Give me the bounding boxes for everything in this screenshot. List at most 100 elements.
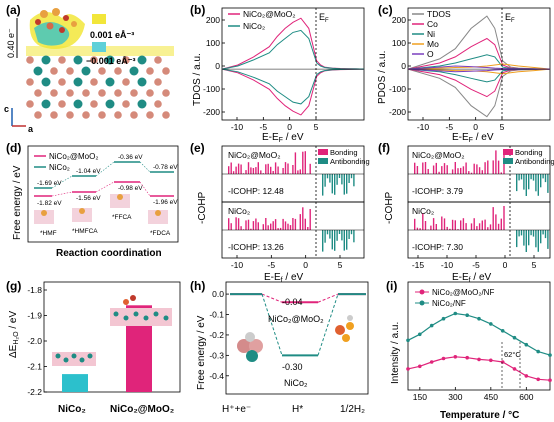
bonding-bar [460,167,462,174]
bonding-bar [267,163,269,174]
bonding-bar [435,162,437,174]
antibonding-bar [341,230,343,241]
bonding-bar [270,223,272,230]
bonding-bar [462,218,465,230]
bonding-bar [265,164,267,174]
state-d-3: *FDCA [150,230,171,237]
bonding-bar [230,223,232,230]
antibonding-bar [346,174,348,194]
yticks-h: 0.0 -0.1 -0.2 -0.3 -0.4 [209,289,229,381]
plot-frame-b [221,7,365,121]
slab-atom [34,111,42,119]
energy-d-4: -1.82 eV [37,200,62,207]
bonding-bar [446,165,448,174]
bonding-bar [245,220,247,230]
bonding-bar [478,223,481,230]
xtick-label: -5 [260,122,268,132]
bonding-bar [487,160,489,174]
bonding-bar [441,216,443,230]
energy-d-6: -0.98 eV [118,185,143,192]
bonding-bar [476,226,478,230]
slab-atom [137,99,147,109]
antibonding-bar [525,174,527,196]
pdos-curves [407,15,551,118]
bonding-bar [242,173,245,174]
antibonding-bar [518,174,520,181]
bonding-bar [435,224,437,230]
energy-d-0: -1.69 eV [37,180,62,187]
bonding-bar [484,162,486,174]
dos-series-up-1 [221,29,365,70]
xtick-label: 0 [303,260,308,270]
xlabel-d: Reaction coordination [56,248,162,259]
bonding-bar [432,165,435,174]
bonding-bar [274,162,277,174]
xtick-label: 300 [448,392,462,402]
bonding-bar [302,207,304,230]
tpd-point [441,356,446,361]
slab-atom [114,89,122,97]
antibonding-bar [542,174,544,179]
panel-g-label: (g) [6,279,21,293]
antibonding-bar [516,174,518,192]
xlabel-c: E-EF / eV [452,132,494,144]
energy-d-5: -1.56 eV [76,195,101,202]
bonding-bar [424,221,427,230]
panel-h-label: (h) [190,279,205,293]
h-thumbnail-right [335,315,354,342]
tpd-point [429,360,434,364]
antibonding-bar [329,230,331,239]
dos-series-down-3 [407,68,551,75]
antibonding-bar [537,174,539,196]
bonding-bar [500,218,502,230]
legend-negative-label: −0.001 eÅ⁻³ [86,56,136,66]
xtick-label: -10 [417,122,430,132]
dos-series-up-3 [407,63,551,70]
bonding-bar [284,162,287,174]
name-h-0: NiCo₂@MoO₂ [268,314,324,324]
panel-i: (i) NiCo₂@MoO₂/NF NiCo₂/NF 62°C Intensit… [386,279,552,421]
bonding-bar [416,227,419,230]
tpd-curves [406,311,552,383]
ytick-label: 200 [206,15,220,25]
bonding-bar [265,218,267,230]
plot-frame-i [407,281,551,391]
bonding-bar [419,228,421,230]
bar-g-0 [62,374,88,392]
bonding-bar [292,165,294,174]
bonding-bar [272,171,274,174]
tpd-point [489,358,493,363]
legend-c-label-2: Ni [427,29,435,39]
bonding-bar [492,207,494,230]
ytick-label: 200 [392,15,406,25]
slab-atom [90,100,98,108]
dos-series-down-0 [221,68,365,116]
state-h-1: H* [292,404,303,415]
tpd-point [548,353,552,357]
slab-atom [154,56,162,64]
ytick-label: 0 [215,61,220,71]
xtick-label: -10 [231,122,244,132]
legend-positive-label: 0.001 eÅ⁻³ [90,30,134,40]
ylabel-g: ΔEH₂O / eV [8,311,20,358]
tpd-point [536,349,540,354]
legend-f-antibonding-swatch [503,158,513,164]
antibonding-bar [520,230,523,236]
slab-atom [26,56,34,64]
slab-atom [41,99,51,109]
antibonding-bar [525,230,527,252]
bonding-bar [257,162,259,174]
bonding-bar [240,226,242,230]
slab-atom [146,111,154,119]
slab-atom [58,78,66,86]
bonding-bar [282,218,284,230]
slab-atom [105,77,115,87]
bonding-bar [255,218,257,230]
antibonding-bar [324,174,326,187]
slab-atom [154,100,162,108]
ytick-label: 100 [392,38,406,48]
bonding-bar [443,218,446,230]
antibonding-bar [535,174,537,192]
xtick-label: 5 [500,122,505,132]
